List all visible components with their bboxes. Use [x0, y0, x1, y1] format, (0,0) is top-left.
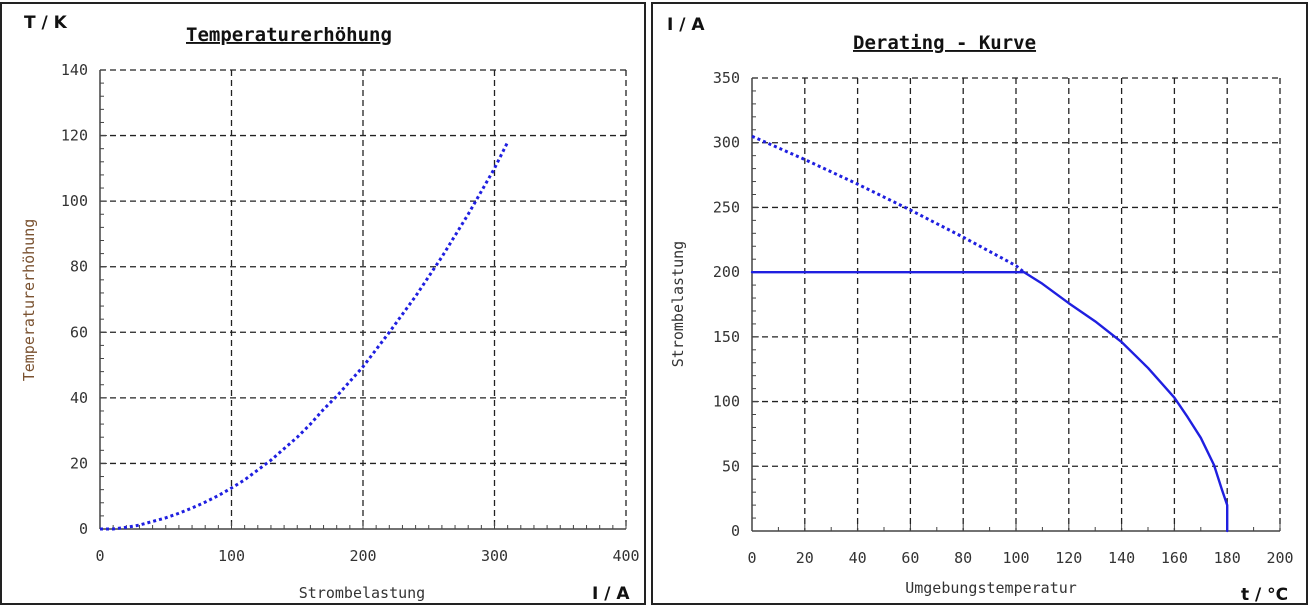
x-tick-label: 160 — [1161, 549, 1188, 567]
y-tick-label: 20 — [70, 454, 88, 472]
x-tick-label: 80 — [954, 549, 972, 567]
y-tick-labels: 0 20 40 60 80 100 120 140 — [61, 61, 88, 538]
x-tick-label: 120 — [1055, 549, 1082, 567]
y-tick-label: 300 — [713, 134, 740, 152]
y-tick-label: 200 — [713, 263, 740, 281]
x-axis-label: Umgebungstemperatur — [905, 579, 1077, 597]
x-tick-label: 200 — [349, 547, 376, 565]
chart-derating-svg: I / A t / °C Derating - Kurve 0 20 40 60 80 1… — [667, 15, 1294, 603]
axes — [751, 78, 1281, 532]
x-tick-label: 40 — [849, 549, 867, 567]
x-tick-label: 180 — [1214, 549, 1241, 567]
chart-panel-temperature: T / K I / A Temperaturerhöhung 0 100 200 30… — [0, 2, 646, 605]
x-tick-label: 140 — [1108, 549, 1135, 567]
y-tick-label: 250 — [713, 198, 740, 216]
y-tick-label: 80 — [70, 258, 88, 276]
y-tick-label: 100 — [61, 192, 88, 210]
y-tick-label: 100 — [713, 393, 740, 411]
y-tick-label: 120 — [61, 127, 88, 145]
chart-temperature-svg: T / K I / A Temperaturerhöhung 0 100 200 30… — [20, 13, 640, 603]
y-tick-label: 140 — [61, 61, 88, 79]
y-tick-label: 60 — [70, 323, 88, 341]
x-unit-label: t / °C — [1241, 585, 1288, 603]
x-tick-label: 20 — [796, 549, 814, 567]
x-tick-label: 0 — [747, 549, 756, 567]
series-layer — [750, 134, 1229, 533]
chart-panel-derating: I / A t / °C Derating - Kurve 0 20 40 60 80 1… — [651, 2, 1308, 605]
x-tick-labels: 0 100 200 300 400 — [95, 547, 639, 565]
x-axis-label: Strombelastung — [299, 584, 425, 602]
chart-title: Derating - Kurve — [853, 32, 1036, 54]
y-tick-label: 50 — [722, 457, 740, 475]
x-tick-label: 60 — [901, 549, 919, 567]
x-tick-label: 100 — [218, 547, 245, 565]
x-tick-labels: 0 20 40 60 80 100 120 140 160 180 200 — [747, 549, 1293, 567]
grid — [752, 77, 1281, 531]
axes — [99, 70, 627, 530]
x-tick-label: 100 — [1002, 549, 1029, 567]
series-line-dotted — [751, 134, 1025, 274]
y-tick-label: 350 — [713, 69, 740, 87]
y-tick-label: 150 — [713, 328, 740, 346]
x-tick-label: 400 — [612, 547, 639, 565]
x-unit-label: I / A — [592, 584, 630, 603]
y-unit-label: T / K — [24, 13, 68, 33]
x-tick-label: 0 — [95, 547, 104, 565]
y-tick-label: 40 — [70, 389, 88, 407]
series-line-solid — [750, 270, 1229, 533]
series-layer — [100, 141, 509, 531]
y-axis-label: Strombelastung — [669, 241, 687, 367]
y-axis-label: Temperaturerhöhung — [20, 219, 38, 382]
chart-title: Temperaturerhöhung — [186, 24, 392, 46]
y-tick-label: 0 — [79, 520, 88, 538]
x-tick-label: 300 — [481, 547, 508, 565]
grid — [100, 69, 627, 529]
y-tick-label: 0 — [731, 522, 740, 540]
y-unit-label: I / A — [667, 15, 705, 35]
y-tick-labels: 0 50 100 150 200 250 300 350 — [713, 69, 740, 540]
series-line-dotted — [100, 141, 509, 531]
x-tick-label: 200 — [1266, 549, 1293, 567]
